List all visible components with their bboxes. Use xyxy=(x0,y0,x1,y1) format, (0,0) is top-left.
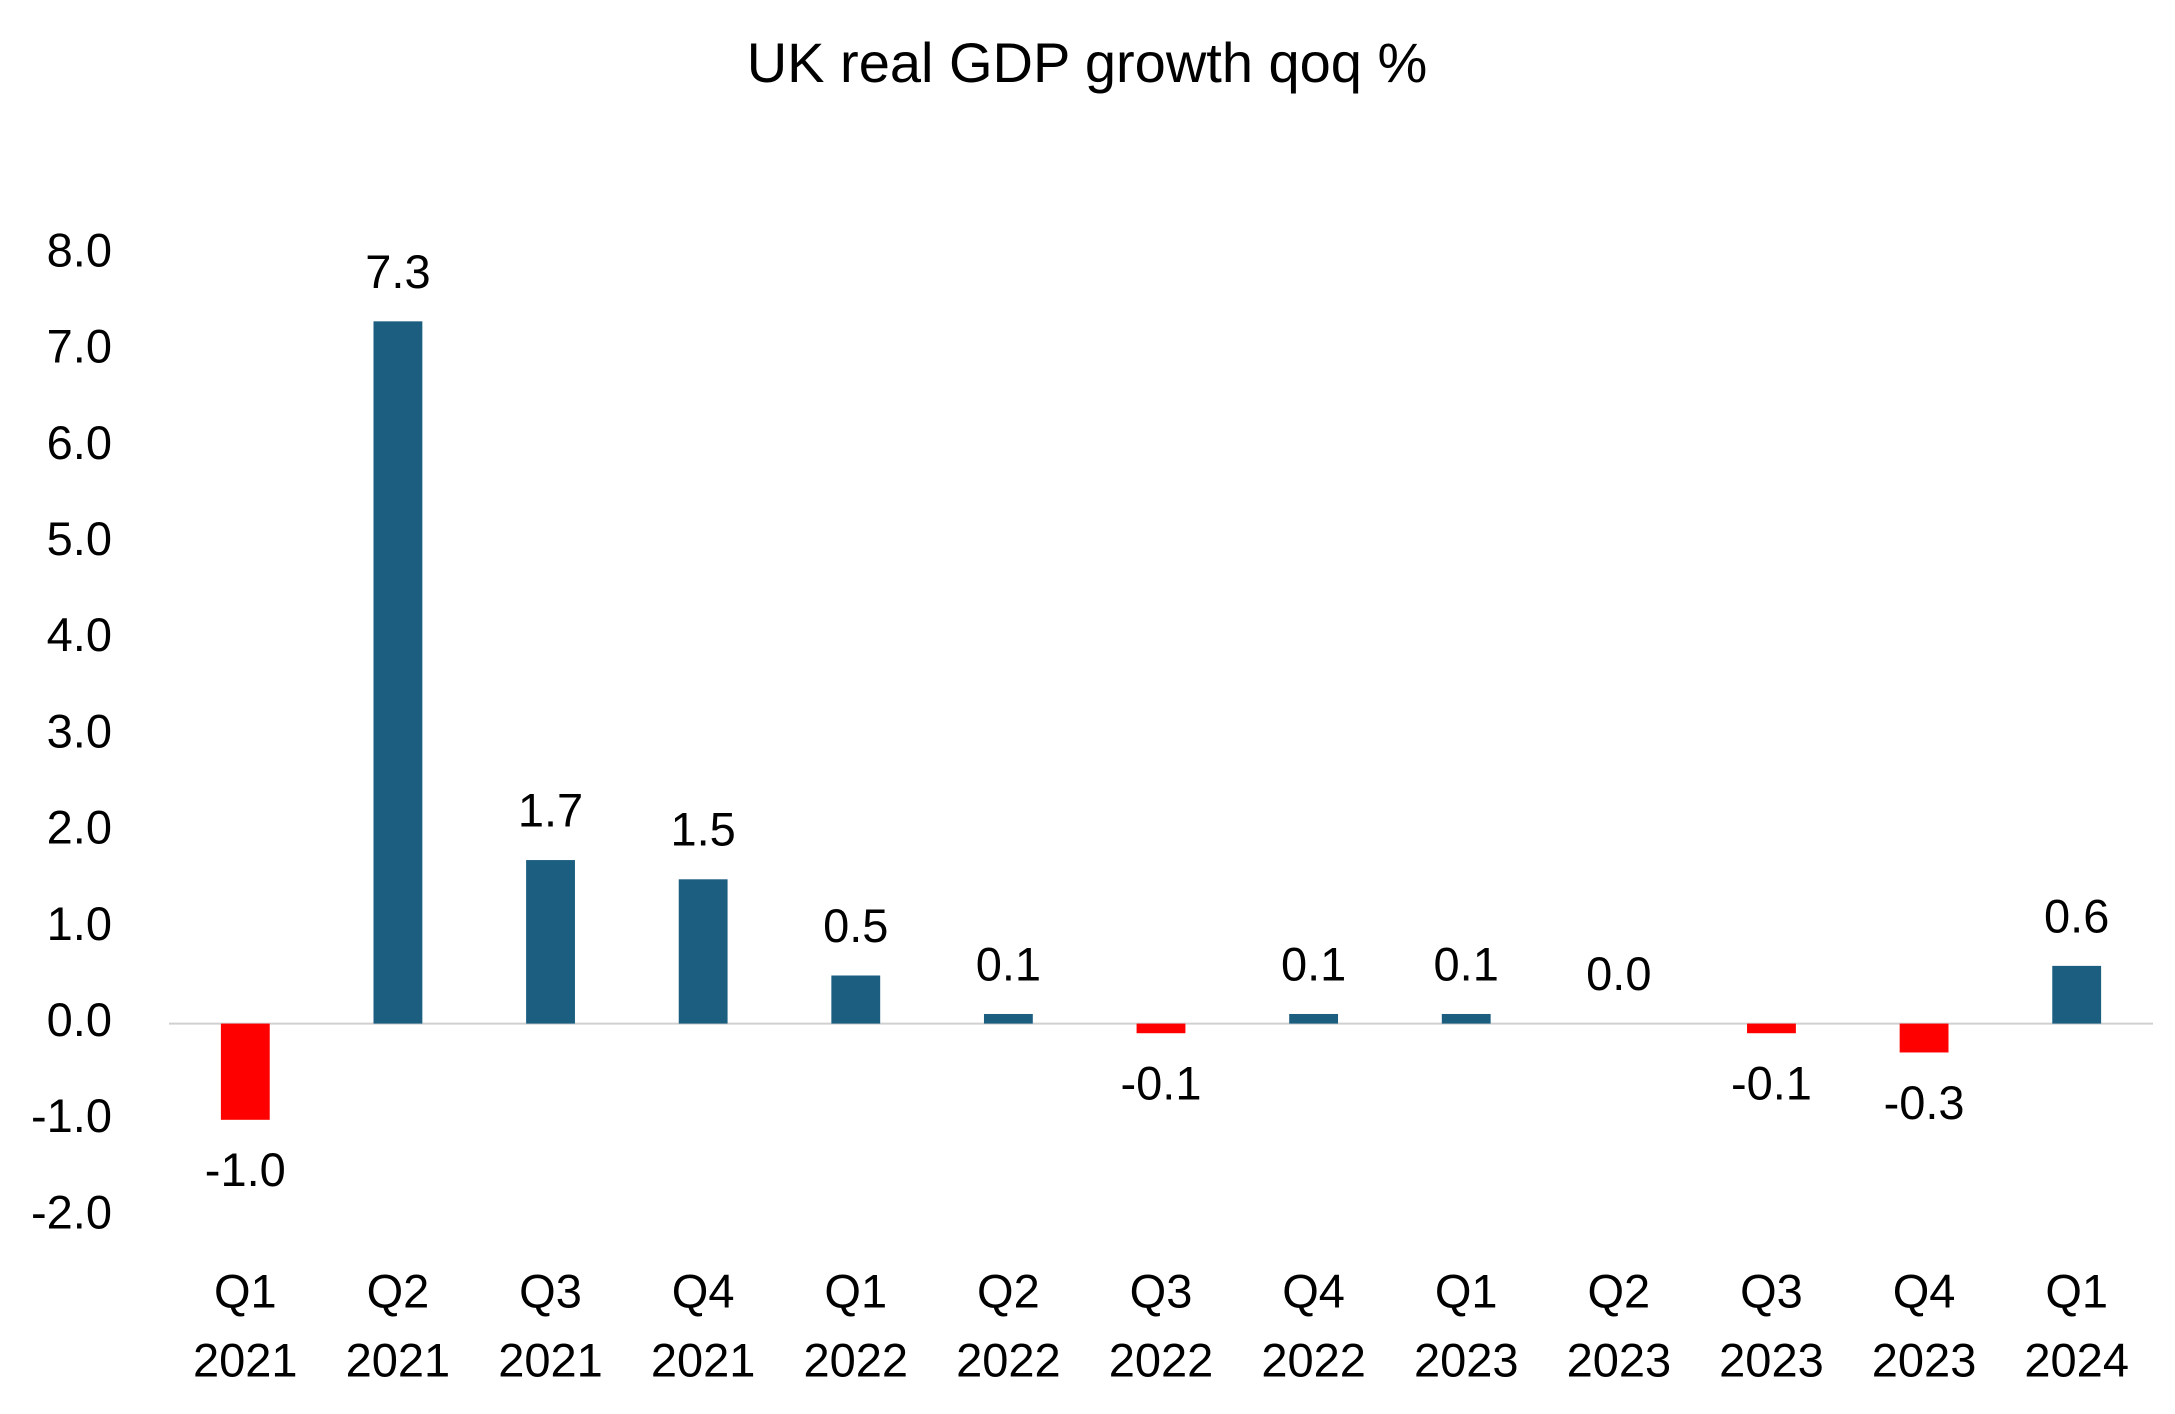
x-tick-label: 2023 xyxy=(1719,1333,1824,1386)
value-label: 7.3 xyxy=(365,245,430,298)
x-tick-label: Q4 xyxy=(1282,1264,1345,1317)
x-tick-label: 2022 xyxy=(956,1333,1061,1386)
x-tick-label: 2022 xyxy=(1109,1333,1214,1386)
x-tick-label: Q1 xyxy=(2045,1264,2108,1317)
x-tick-label: Q2 xyxy=(977,1264,1040,1317)
x-tick-label: Q3 xyxy=(1740,1264,1803,1317)
chart-title: UK real GDP growth qoq % xyxy=(747,31,1428,94)
x-tick-label: 2021 xyxy=(498,1333,603,1386)
x-tick-label: 2023 xyxy=(1567,1333,1672,1386)
bar xyxy=(678,879,728,1024)
bar xyxy=(2052,965,2102,1024)
value-label: 0.1 xyxy=(1434,937,1499,990)
x-tick-label: 2022 xyxy=(1261,1333,1366,1386)
x-tick-label: Q3 xyxy=(519,1264,582,1317)
x-tick-label: Q4 xyxy=(1893,1264,1956,1317)
value-label: -0.3 xyxy=(1884,1076,1965,1129)
bar xyxy=(373,321,423,1024)
bar xyxy=(526,860,575,1024)
bar xyxy=(1747,1023,1796,1034)
x-tick-label: 2021 xyxy=(346,1333,451,1386)
value-label: -1.0 xyxy=(205,1143,286,1196)
bar xyxy=(1441,1013,1491,1024)
value-label: 0.5 xyxy=(823,899,888,952)
y-tick-label: 4.0 xyxy=(47,608,112,661)
y-tick-label: 7.0 xyxy=(47,320,112,373)
value-label: 1.7 xyxy=(518,783,583,836)
y-tick-label: -1.0 xyxy=(31,1089,112,1142)
x-tick-label: 2021 xyxy=(193,1333,298,1386)
value-label: -0.1 xyxy=(1121,1057,1202,1110)
x-tick-label: 2022 xyxy=(803,1333,908,1386)
x-tick-label: Q1 xyxy=(824,1264,887,1317)
value-label: 0.1 xyxy=(976,937,1041,990)
bar xyxy=(1899,1023,1949,1053)
y-tick-label: -2.0 xyxy=(31,1185,112,1238)
x-tick-label: Q1 xyxy=(1435,1264,1498,1317)
y-tick-label: 0.0 xyxy=(47,993,112,1046)
y-tick-label: 2.0 xyxy=(47,801,112,854)
x-tick-label: 2024 xyxy=(2024,1333,2129,1386)
y-tick-label: 3.0 xyxy=(47,704,112,757)
x-tick-label: Q1 xyxy=(214,1264,277,1317)
x-tick-label: 2023 xyxy=(1872,1333,1977,1386)
bar xyxy=(1289,1013,1339,1024)
bar xyxy=(1136,1023,1186,1034)
x-tick-label: Q2 xyxy=(367,1264,430,1317)
value-label: 0.0 xyxy=(1586,947,1651,1000)
x-tick-label: Q2 xyxy=(1587,1264,1650,1317)
x-tick-label: Q4 xyxy=(672,1264,735,1317)
y-tick-label: 5.0 xyxy=(47,512,112,565)
y-tick-label: 8.0 xyxy=(47,223,112,276)
bar xyxy=(983,1013,1033,1024)
x-tick-label: 2023 xyxy=(1414,1333,1519,1386)
y-tick-label: 1.0 xyxy=(47,897,112,950)
value-label: -0.1 xyxy=(1731,1057,1812,1110)
value-label: 0.1 xyxy=(1281,937,1346,990)
bar xyxy=(831,975,881,1024)
x-tick-label: 2021 xyxy=(651,1333,756,1386)
value-label: 0.6 xyxy=(2044,889,2109,942)
x-tick-label: Q3 xyxy=(1130,1264,1193,1317)
value-label: 1.5 xyxy=(670,803,735,856)
y-tick-label: 6.0 xyxy=(47,416,112,469)
bar xyxy=(220,1023,270,1120)
